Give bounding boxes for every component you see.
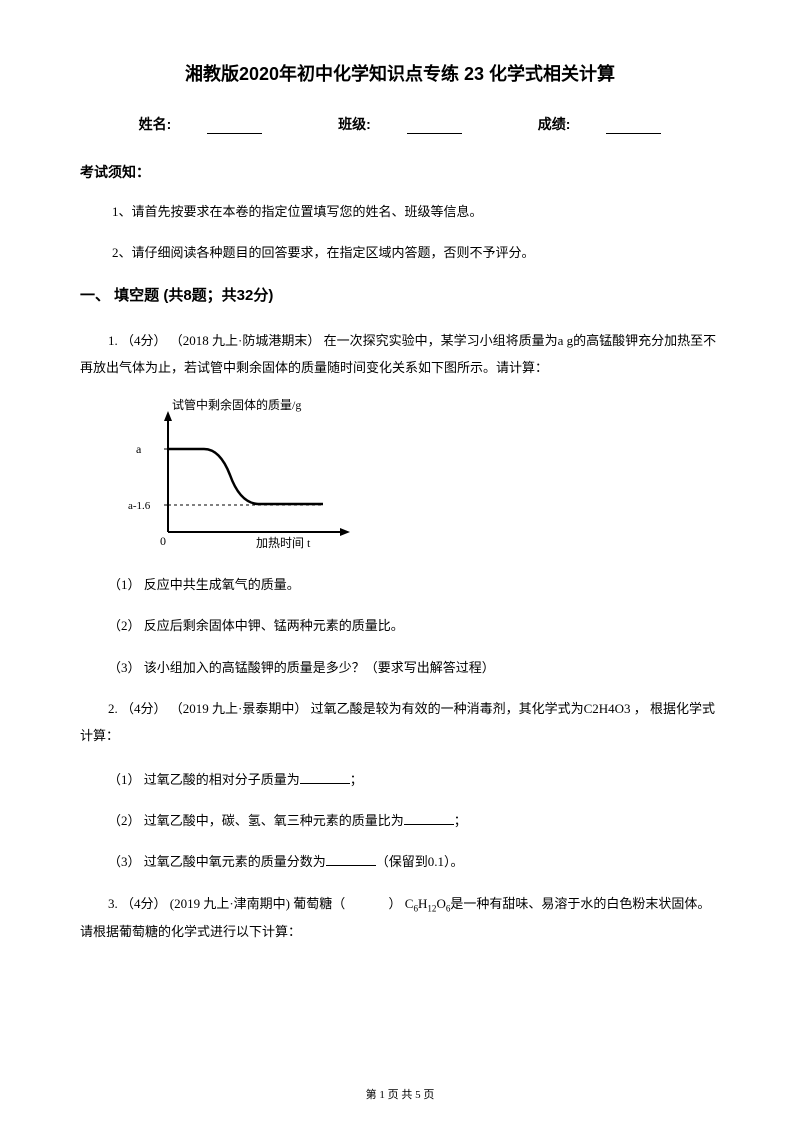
student-info-row: 姓名: 班级: 成绩: — [80, 114, 720, 134]
page-footer: 第 1 页 共 5 页 — [0, 1086, 800, 1102]
x-arrow — [340, 528, 350, 536]
notice-header: 考试须知： — [80, 162, 720, 182]
question-2: 2. （4分） （2019 九上·景泰期中） 过氧乙酸是较为有效的一种消毒剂，其… — [80, 695, 720, 750]
score-label: 成绩: — [520, 116, 680, 132]
q1-sub3: （3） 该小组加入的高锰酸钾的质量是多少？（要求写出解答过程） — [80, 654, 720, 681]
page-title: 湘教版2020年初中化学知识点专练 23 化学式相关计算 — [80, 60, 720, 86]
chart-ylabel: 试管中剩余固体的质量/g — [172, 397, 301, 412]
origin-label: 0 — [160, 534, 166, 548]
q1-sub1: （1） 反应中共生成氧气的质量。 — [80, 571, 720, 598]
q2-sub1: （1） 过氧乙酸的相对分子质量为； — [80, 766, 720, 793]
curve — [168, 449, 323, 504]
y-tick-a16: a-1.6 — [128, 500, 151, 512]
glucose-formula: C6H12O6 — [405, 896, 451, 911]
question-3: 3. （4分） (2019 九上·津南期中) 葡萄糖（ ） C6H12O6是一种… — [80, 890, 720, 946]
question-1: 1. （4分） （2018 九上·防城港期末） 在一次探究实验中，某学习小组将质… — [80, 327, 720, 382]
chart-xlabel: 加热时间 t — [256, 536, 311, 550]
y-tick-a: a — [136, 442, 142, 456]
q2-sub3: （3） 过氧乙酸中氧元素的质量分数为（保留到0.1）。 — [80, 848, 720, 875]
name-label: 姓名: — [121, 116, 281, 132]
class-label: 班级: — [320, 116, 480, 132]
notice-item-2: 2、请仔细阅读各种题目的回答要求，在指定区域内答题，否则不予评分。 — [80, 243, 720, 264]
mass-time-chart: 试管中剩余固体的质量/g a a-1.6 0 加热时间 t — [128, 397, 720, 557]
y-arrow — [164, 411, 172, 421]
section-1-title: 一、 填空题 (共8题；共32分) — [80, 284, 720, 305]
q1-sub2: （2） 反应后剩余固体中钾、锰两种元素的质量比。 — [80, 612, 720, 639]
notice-item-1: 1、请首先按要求在本卷的指定位置填写您的姓名、班级等信息。 — [80, 202, 720, 223]
q2-sub2: （2） 过氧乙酸中，碳、氢、氧三种元素的质量比为； — [80, 807, 720, 834]
